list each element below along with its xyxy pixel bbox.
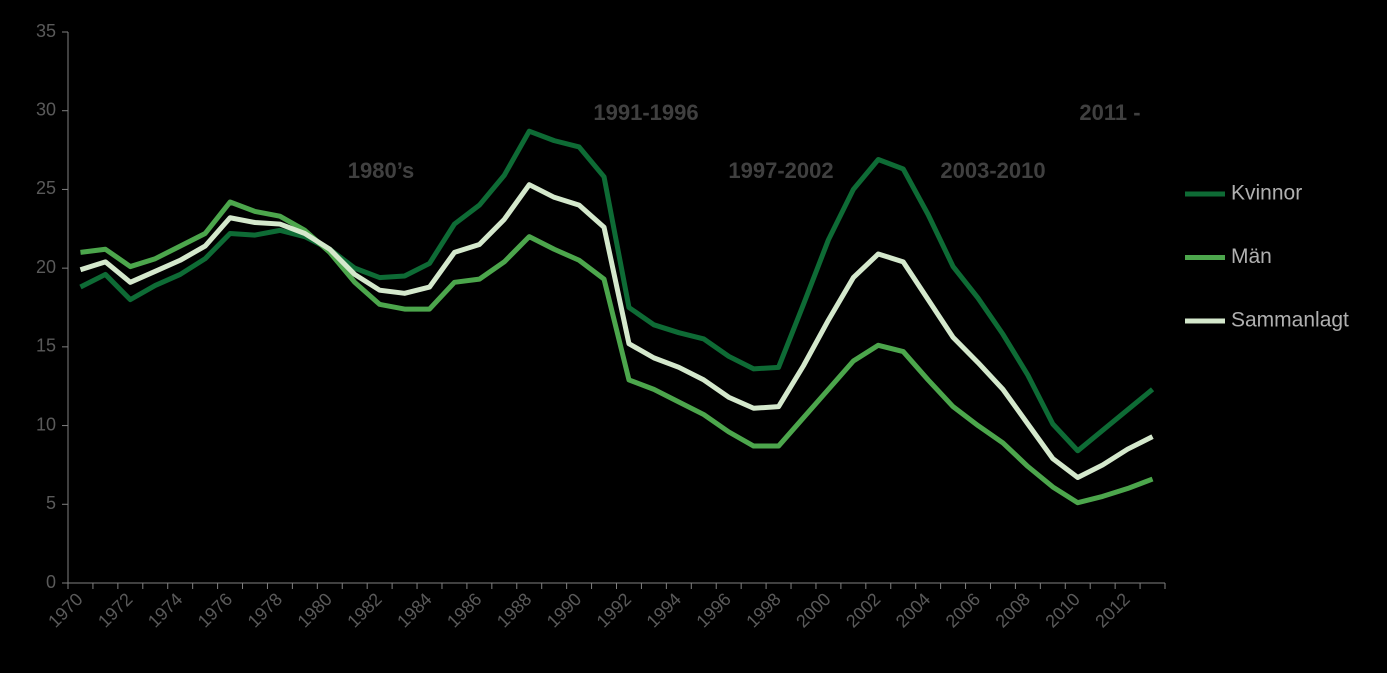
legend-label: Män	[1231, 245, 1272, 268]
x-tick-label: 1998	[742, 589, 784, 631]
x-tick-label: 1996	[692, 589, 734, 631]
period-annotation: 1997-2002	[728, 158, 833, 183]
x-tick-label: 2010	[1041, 589, 1083, 631]
series-line	[80, 199, 1154, 506]
x-tick-label: 1976	[194, 589, 236, 631]
y-tick-label: 30	[36, 99, 56, 119]
y-tick-label: 25	[36, 178, 56, 198]
period-annotation: 2011 -	[1079, 100, 1140, 125]
x-tick-label: 1970	[44, 589, 86, 631]
x-tick-label: 2006	[942, 589, 984, 631]
y-tick-label: 15	[36, 336, 56, 356]
x-tick-label: 1984	[393, 589, 435, 631]
x-tick-label: 1982	[343, 589, 385, 631]
series-line	[79, 128, 1155, 454]
y-tick-label: 20	[36, 257, 56, 277]
x-tick-label: 1974	[144, 589, 186, 631]
x-tick-label: 1988	[493, 589, 535, 631]
x-tick-label: 2002	[842, 589, 884, 631]
x-tick-label: 2004	[892, 589, 934, 631]
legend-label: Sammanlagt	[1231, 309, 1349, 332]
series-line	[79, 182, 1154, 481]
period-annotation: 1980’s	[348, 158, 414, 183]
x-tick-label: 2012	[1091, 589, 1133, 631]
x-tick-label: 1992	[593, 589, 635, 631]
y-tick-label: 0	[46, 572, 56, 592]
x-tick-label: 1986	[443, 589, 485, 631]
x-tick-label: 1990	[543, 589, 585, 631]
x-tick-label: 1980	[294, 589, 336, 631]
period-annotation: 1991-1996	[593, 100, 698, 125]
y-tick-label: 35	[36, 21, 56, 41]
legend-label: Kvinnor	[1231, 182, 1302, 205]
y-tick-label: 10	[36, 414, 56, 434]
y-tick-label: 5	[46, 493, 56, 513]
x-tick-label: 1978	[244, 589, 286, 631]
x-tick-label: 2000	[792, 589, 834, 631]
x-tick-label: 1972	[94, 589, 136, 631]
period-annotation: 2003-2010	[940, 158, 1045, 183]
x-tick-label: 2008	[992, 589, 1034, 631]
x-tick-label: 1994	[643, 589, 685, 631]
